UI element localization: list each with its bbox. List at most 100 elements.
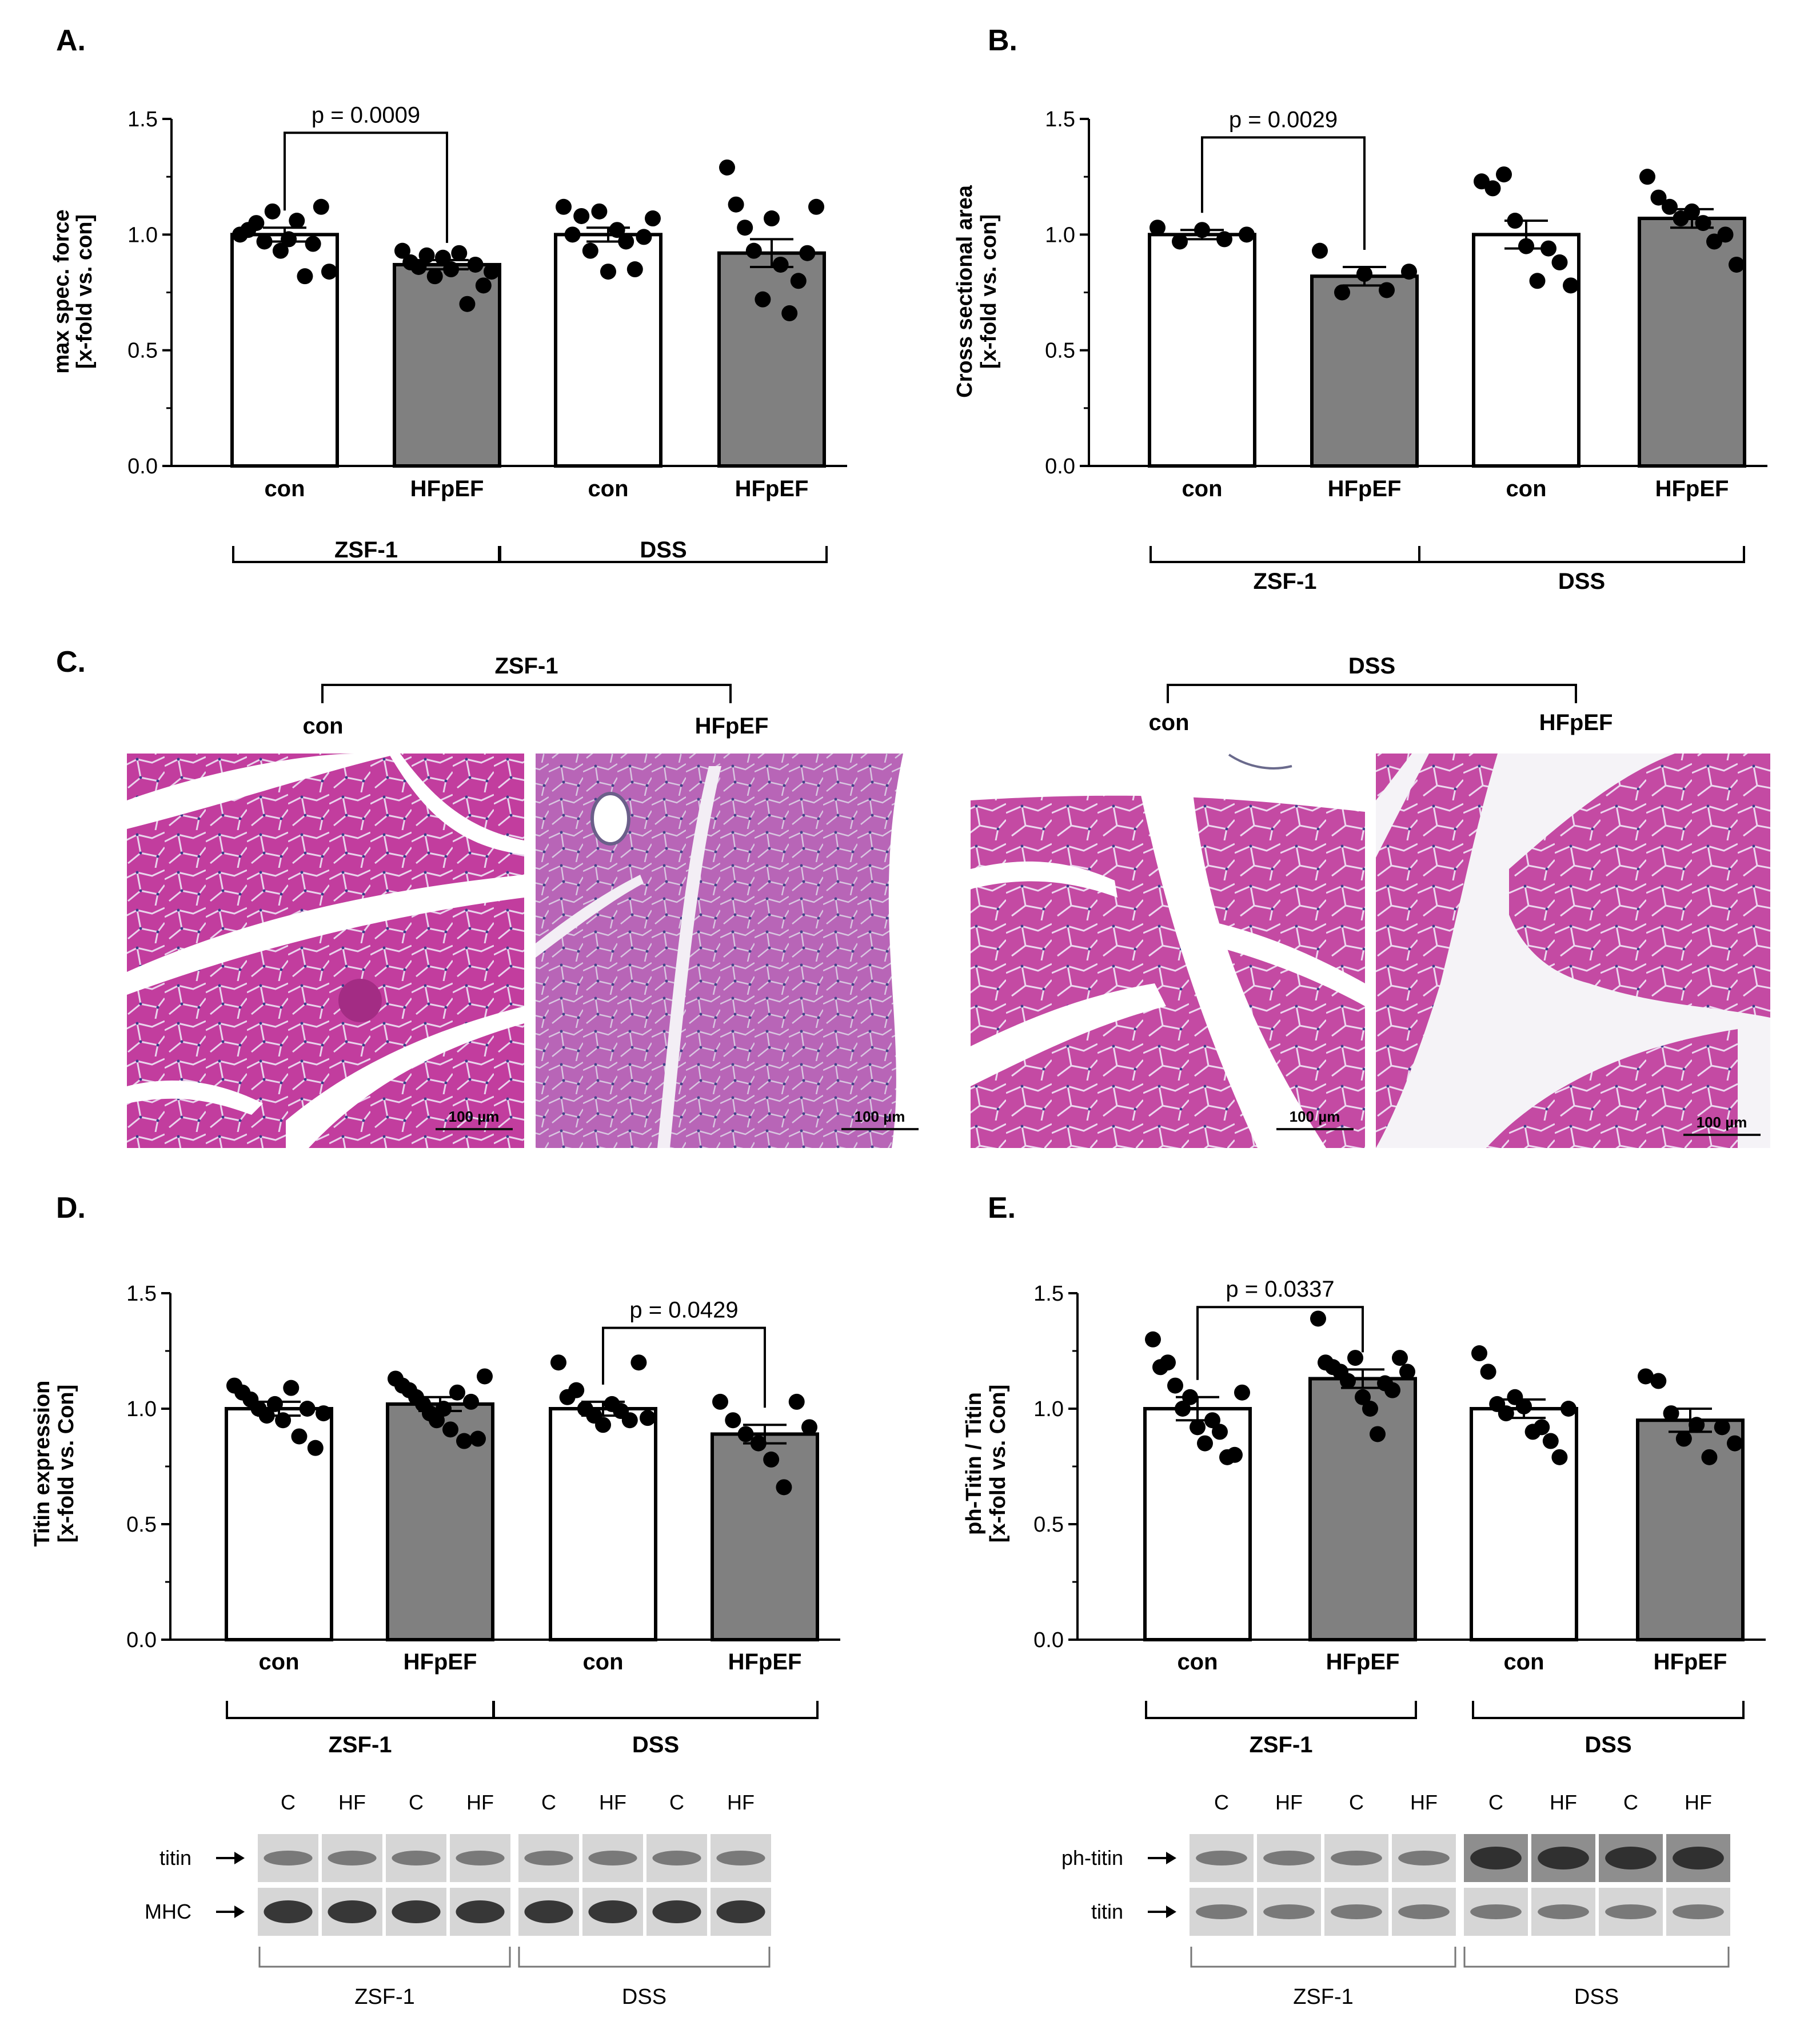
- x-tick-label: HFpEF: [1655, 476, 1729, 501]
- group-label: DSS: [640, 537, 687, 563]
- data-point: [781, 305, 798, 321]
- data-point: [712, 1393, 728, 1410]
- zsf1-header: ZSF-1 con HFpEF: [302, 653, 768, 739]
- data-point: [1212, 1424, 1228, 1440]
- bar: [1308, 1377, 1417, 1641]
- lane-label: C: [1488, 1791, 1503, 1814]
- blot-band: [1538, 1904, 1589, 1919]
- x-tick-label: HFpEF: [1654, 1649, 1727, 1675]
- data-point: [1160, 1354, 1176, 1371]
- group-label: DSS: [1558, 569, 1605, 594]
- data-point: [248, 215, 265, 232]
- data-point: [1662, 198, 1678, 215]
- data-point: [1650, 1373, 1667, 1389]
- bar: [1636, 1418, 1745, 1641]
- chart-panel-b: 0.0 0.5 1.0 1.5 Cross sectional area [x-fold …: [953, 107, 1767, 594]
- x-tick-label: HFpEF: [1328, 476, 1402, 501]
- y-axis-label: Cross sectional area [x-fold vs. con]: [953, 185, 1001, 398]
- bar: [1310, 274, 1419, 468]
- lane-label: HF: [466, 1791, 494, 1814]
- group-bracket: [226, 1701, 494, 1719]
- data-point: [1310, 1310, 1326, 1327]
- blot-row-label: MHC: [145, 1900, 191, 1923]
- data-point: [1540, 240, 1556, 257]
- data-point: [1542, 1433, 1559, 1449]
- blot-band: [328, 1851, 377, 1865]
- lane-label: HF: [1685, 1791, 1712, 1814]
- zsf1-header-label: ZSF-1: [494, 653, 558, 679]
- y-tick-label: 1.0: [1045, 223, 1075, 247]
- blot-band: [1263, 1904, 1315, 1919]
- bar: [549, 1407, 657, 1641]
- chart-panel-e: 0.0 0.5 1.0 1.5 ph-Titin / Titin [x-fold vs. …: [962, 1277, 1766, 1757]
- data-point: [609, 222, 625, 238]
- y-axis-label-line2: [x-fold vs. Con]: [986, 1385, 1010, 1543]
- bar: [711, 1432, 819, 1641]
- x-tick-label: HFpEF: [1326, 1649, 1400, 1675]
- data-point: [258, 1408, 275, 1424]
- blot-band: [716, 1851, 765, 1865]
- data-point: [1695, 215, 1711, 232]
- significance-bracket: [284, 131, 448, 243]
- dss-con-label: con: [1148, 710, 1189, 735]
- group-bracket: [1418, 546, 1745, 563]
- y-tick-label: 0.0: [127, 455, 158, 479]
- data-point: [550, 1354, 566, 1371]
- data-point: [1347, 1350, 1363, 1366]
- bar: [1638, 217, 1746, 468]
- lane-label: HF: [727, 1791, 755, 1814]
- blot-band: [1196, 1851, 1247, 1865]
- data-point: [630, 1354, 647, 1371]
- y-tick-label: 0.5: [1045, 339, 1075, 363]
- data-point: [1484, 180, 1501, 197]
- scale-bar-label: 100 µm: [449, 1108, 500, 1125]
- blot-group-bracket: [1190, 1947, 1456, 1968]
- data-point: [1563, 277, 1579, 294]
- panel-label-e: E.: [988, 1191, 1016, 1225]
- data-point: [645, 210, 661, 227]
- y-axis-label-line2: [x-fold vs. con]: [73, 214, 97, 369]
- data-point: [264, 203, 281, 220]
- data-point: [1355, 1389, 1371, 1405]
- data-point: [1507, 213, 1523, 229]
- x-tick-label: HFpEF: [410, 476, 484, 501]
- blot-group-bracket: [1463, 1947, 1730, 1968]
- zsf1-hfpef-label: HFpEF: [695, 713, 769, 739]
- data-point: [426, 268, 443, 285]
- blot-band: [264, 1851, 313, 1865]
- data-point: [436, 1401, 452, 1417]
- data-point: [1518, 238, 1534, 254]
- blot-band: [456, 1900, 505, 1923]
- y-tick-label: 1.0: [1033, 1397, 1064, 1421]
- data-point: [556, 198, 572, 215]
- data-point: [1356, 266, 1372, 282]
- lane-label: HF: [1275, 1791, 1303, 1814]
- blot-band: [1398, 1904, 1450, 1919]
- group-label: DSS: [632, 1732, 679, 1757]
- lane-label: C: [409, 1791, 424, 1814]
- data-point: [725, 1412, 741, 1429]
- data-point: [1534, 1419, 1550, 1436]
- data-point: [443, 261, 460, 278]
- data-point: [1172, 233, 1188, 250]
- data-point: [790, 273, 807, 289]
- p-value-label: p = 0.0429: [629, 1298, 738, 1323]
- blot-band: [1196, 1904, 1247, 1919]
- data-point: [1379, 282, 1395, 298]
- data-point: [1370, 1426, 1386, 1442]
- blot-group-bracket: [518, 1947, 771, 1968]
- panel-label-b: B.: [988, 24, 1017, 57]
- bar: [1143, 1407, 1252, 1641]
- y-tick-label: 0.0: [1033, 1628, 1064, 1652]
- data-point: [1638, 1368, 1654, 1385]
- data-point: [1190, 1419, 1206, 1436]
- zsf1-con-label: con: [302, 713, 343, 739]
- data-point: [719, 159, 735, 176]
- data-point: [281, 231, 297, 248]
- data-point: [772, 256, 789, 273]
- data-point: [1340, 1373, 1356, 1389]
- data-point: [776, 1479, 792, 1496]
- y-axis-label: Titin expression [x-fold vs. Con]: [30, 1381, 78, 1547]
- blot-band: [1398, 1851, 1450, 1865]
